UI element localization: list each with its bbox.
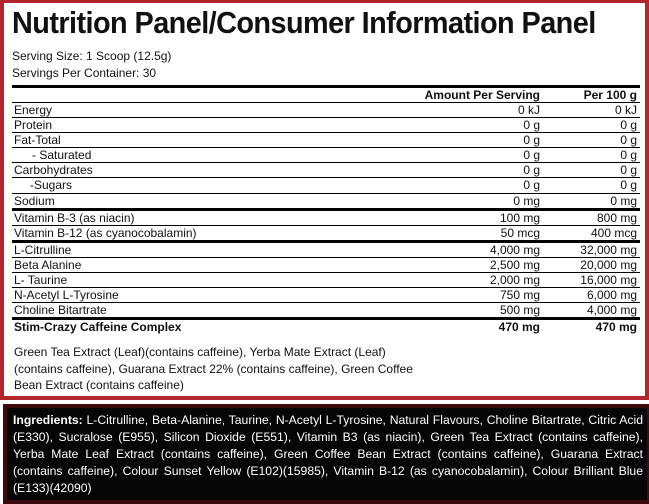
row-amount: 4,000 mg [489,242,540,257]
row-label: Vitamin B-12 (as cyanocobalamin) [14,225,197,240]
row-label: N-Acetyl L-Tyrosine [14,288,119,303]
row-label: Beta Alanine [14,257,82,272]
row-per100: 400 mcg [590,225,637,240]
panel-title: Nutrition Panel/Consumer Information Pan… [12,5,596,40]
row-per100: 0 g [620,118,637,133]
row-amount: 0 g [523,178,540,193]
row-per100: 0 g [620,133,637,148]
row-per100: 20,000 mg [580,257,637,272]
nutrition-panel: Nutrition Panel/Consumer Information Pan… [0,0,649,400]
ingredients-box: Ingredients: L-Citrulline, Beta-Alanine,… [3,404,649,504]
row-amount: 0 mg [513,193,540,208]
row-amount: 750 mg [499,288,540,303]
row-label: L- Taurine [14,273,68,288]
row-label: Carbohydrates [14,163,93,178]
table-row: L-Citrulline 4,000 mg 32,000 mg [12,243,640,258]
table-row: Beta Alanine 2,500 mg 20,000 mg [12,257,640,274]
row-label: Fat-Total [14,133,61,148]
nutrition-table: Amount Per Serving Per 100 g Energy 0 kJ 0… [12,85,640,334]
row-label: Energy [14,103,53,117]
table-row: Sodium 0 mg 0 mg [12,194,640,211]
row-amount: 2,000 mg [489,273,540,288]
row-amount: 0 g [523,118,540,133]
row-per100: 0 g [620,148,637,163]
row-amount: 0 g [523,148,540,163]
serving-size: Serving Size: 1 Scoop (12.5g) [12,49,172,63]
row-amount: 2,500 mg [489,257,540,272]
row-amount: 500 mg [499,303,540,318]
table-header: Amount Per Serving Per 100 g [12,88,640,103]
row-per100: 4,000 mg [586,303,637,318]
row-label: Protein [14,118,53,133]
servings-per-container: Servings Per Container: 30 [12,66,157,80]
table-row: Carbohydrates 0 g 0 g [12,163,640,179]
row-label: Stim-Crazy Caffeine Complex [14,320,182,335]
row-label: Choline Bitartrate [14,303,107,318]
row-per100: 32,000 mg [580,242,637,257]
complex-description: Green Tea Extract (Leaf)(contains caffei… [14,345,413,392]
table-row: - Saturated 0 g 0 g [12,148,640,164]
row-label: - Saturated [32,148,92,163]
table-row: Stim-Crazy Caffeine Complex 470 mg 470 mg [12,320,640,334]
table-row: -Sugars 0 g 0 g [12,178,640,194]
row-label: L-Citrulline [14,242,72,257]
table-row: Choline Bitartrate 500 mg 4,000 mg [12,303,640,321]
row-amount: 0 kJ [517,103,540,117]
table-row: Fat-Total 0 g 0 g [12,133,640,149]
row-per100: 800 mg [596,210,637,225]
ingredients-text: L-Citrulline, Beta-Alanine, Taurine, N-A… [13,413,643,495]
table-row: L- Taurine 2,000 mg 16,000 mg [12,273,640,289]
row-label: Sodium [14,193,55,208]
row-amount: 470 mg [498,320,540,335]
table-row: Vitamin B-3 (as niacin) 100 mg 800 mg [12,211,640,226]
row-amount: 50 mcg [500,225,540,240]
row-label: -Sugars [30,178,73,193]
row-per100: 6,000 mg [586,288,637,303]
header-amount: Amount Per Serving [424,88,540,102]
table-row: N-Acetyl L-Tyrosine 750 mg 6,000 mg [12,288,640,304]
table-row: Energy 0 kJ 0 kJ [12,103,640,119]
table-row: Protein 0 g 0 g [12,118,640,134]
ingredients-label: Ingredients: [13,413,83,427]
row-label: Vitamin B-3 (as niacin) [14,210,135,225]
row-per100: 470 mg [595,320,637,335]
table-row: Vitamin B-12 (as cyanocobalamin) 50 mcg 40… [12,226,640,243]
header-per100: Per 100 g [583,88,637,102]
row-amount: 0 g [523,163,540,178]
row-amount: 100 mg [499,210,540,225]
row-per100: 0 g [620,163,637,178]
row-per100: 16,000 mg [580,273,637,288]
row-per100: 0 mg [610,193,637,208]
row-per100: 0 g [620,178,637,193]
row-amount: 0 g [523,133,540,148]
row-per100: 0 kJ [614,103,637,117]
